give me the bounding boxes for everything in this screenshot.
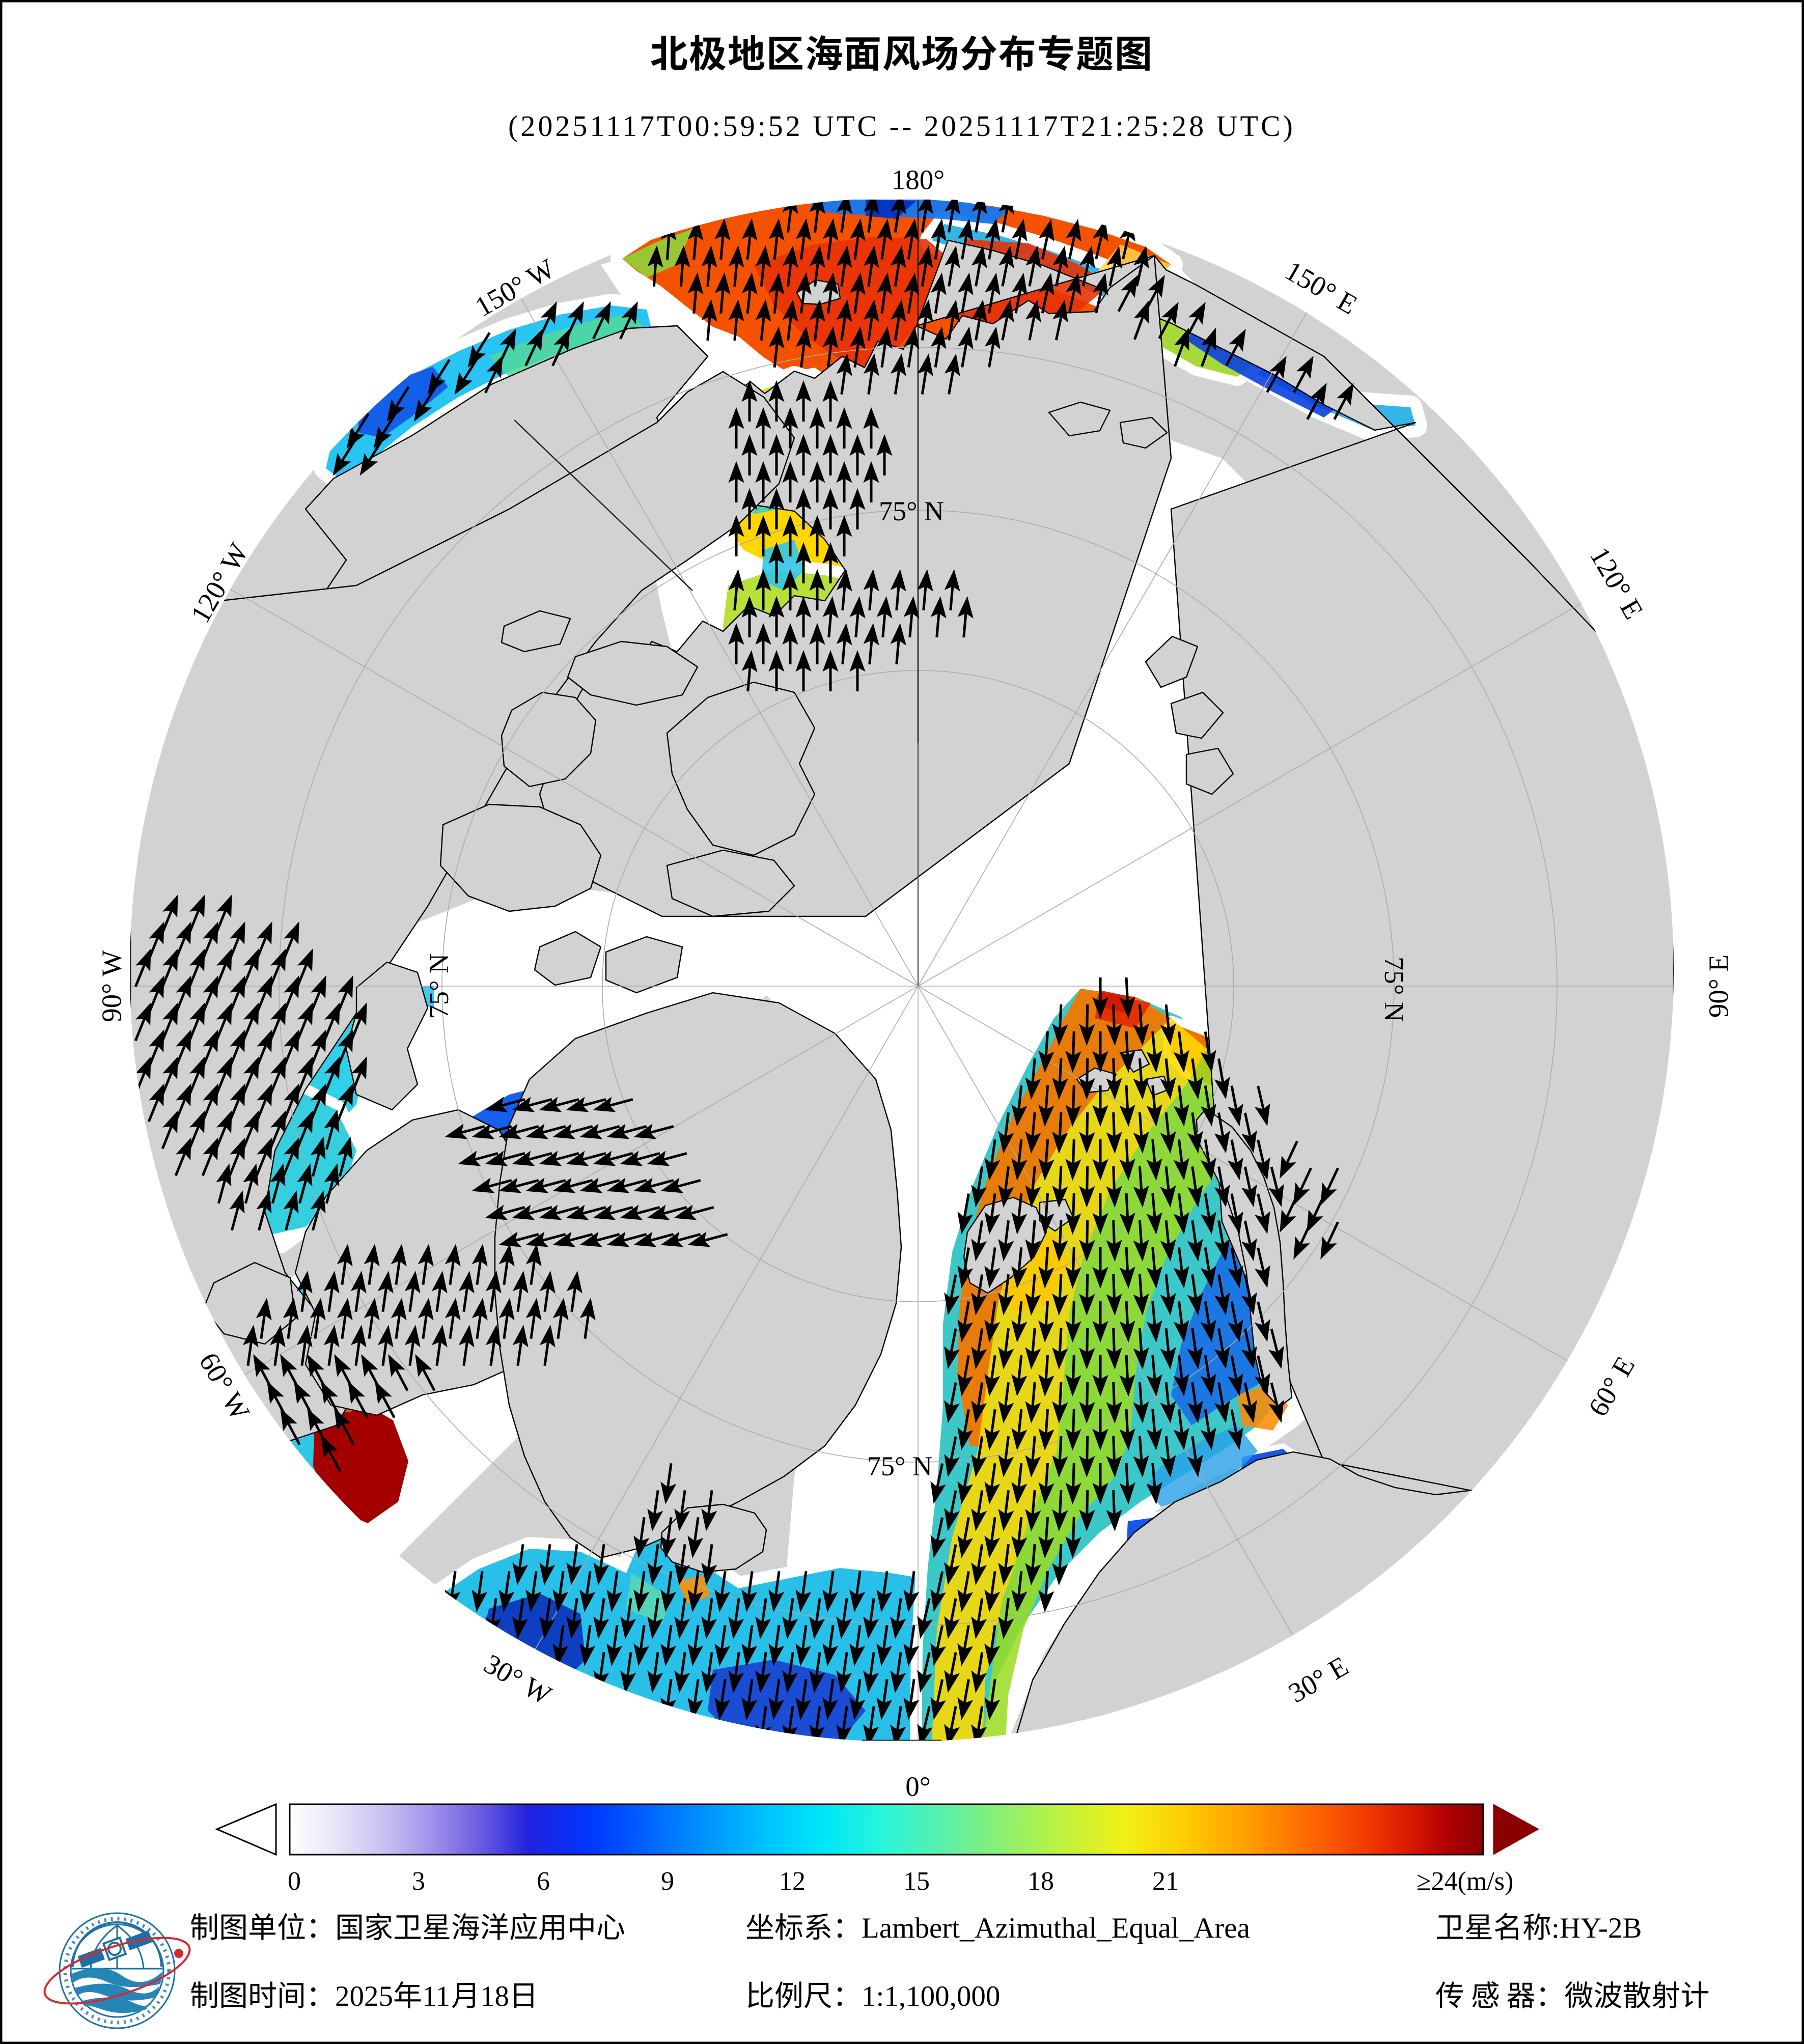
svg-text:11: 11 — [422, 1980, 450, 2012]
svg-text:75° N: 75° N — [867, 1451, 932, 1481]
svg-text::: : — [1551, 1912, 1560, 1944]
svg-text:75° N: 75° N — [424, 954, 454, 1019]
svg-text:90° W: 90° W — [96, 950, 127, 1022]
svg-text:18: 18 — [1028, 1867, 1054, 1896]
svg-text:Lambert_Azimuthal_Equal_Area: Lambert_Azimuthal_Equal_Area — [862, 1912, 1250, 1944]
svg-text:1:1,100,000: 1:1,100,000 — [862, 1980, 1000, 2012]
svg-text:2025: 2025 — [335, 1980, 393, 2012]
svg-text:9: 9 — [661, 1867, 674, 1896]
svg-text:18: 18 — [480, 1980, 509, 2012]
svg-text:0: 0 — [288, 1867, 301, 1896]
svg-text:75° N: 75° N — [879, 496, 944, 526]
svg-text:90° E: 90° E — [1703, 955, 1734, 1018]
svg-text:21: 21 — [1152, 1867, 1179, 1896]
svg-text:HY-2B: HY-2B — [1560, 1912, 1642, 1944]
svg-text:0°: 0° — [905, 1771, 931, 1802]
svg-text:15: 15 — [903, 1867, 930, 1896]
svg-text:(20251117T00:59:52 UTC -- 2025: (20251117T00:59:52 UTC -- 20251117T21:25… — [508, 109, 1295, 143]
svg-text:6: 6 — [537, 1867, 550, 1896]
svg-text:180°: 180° — [892, 164, 945, 195]
svg-text:3: 3 — [412, 1867, 425, 1896]
svg-text:75° N: 75° N — [1379, 957, 1409, 1022]
svg-text:12: 12 — [779, 1867, 806, 1896]
